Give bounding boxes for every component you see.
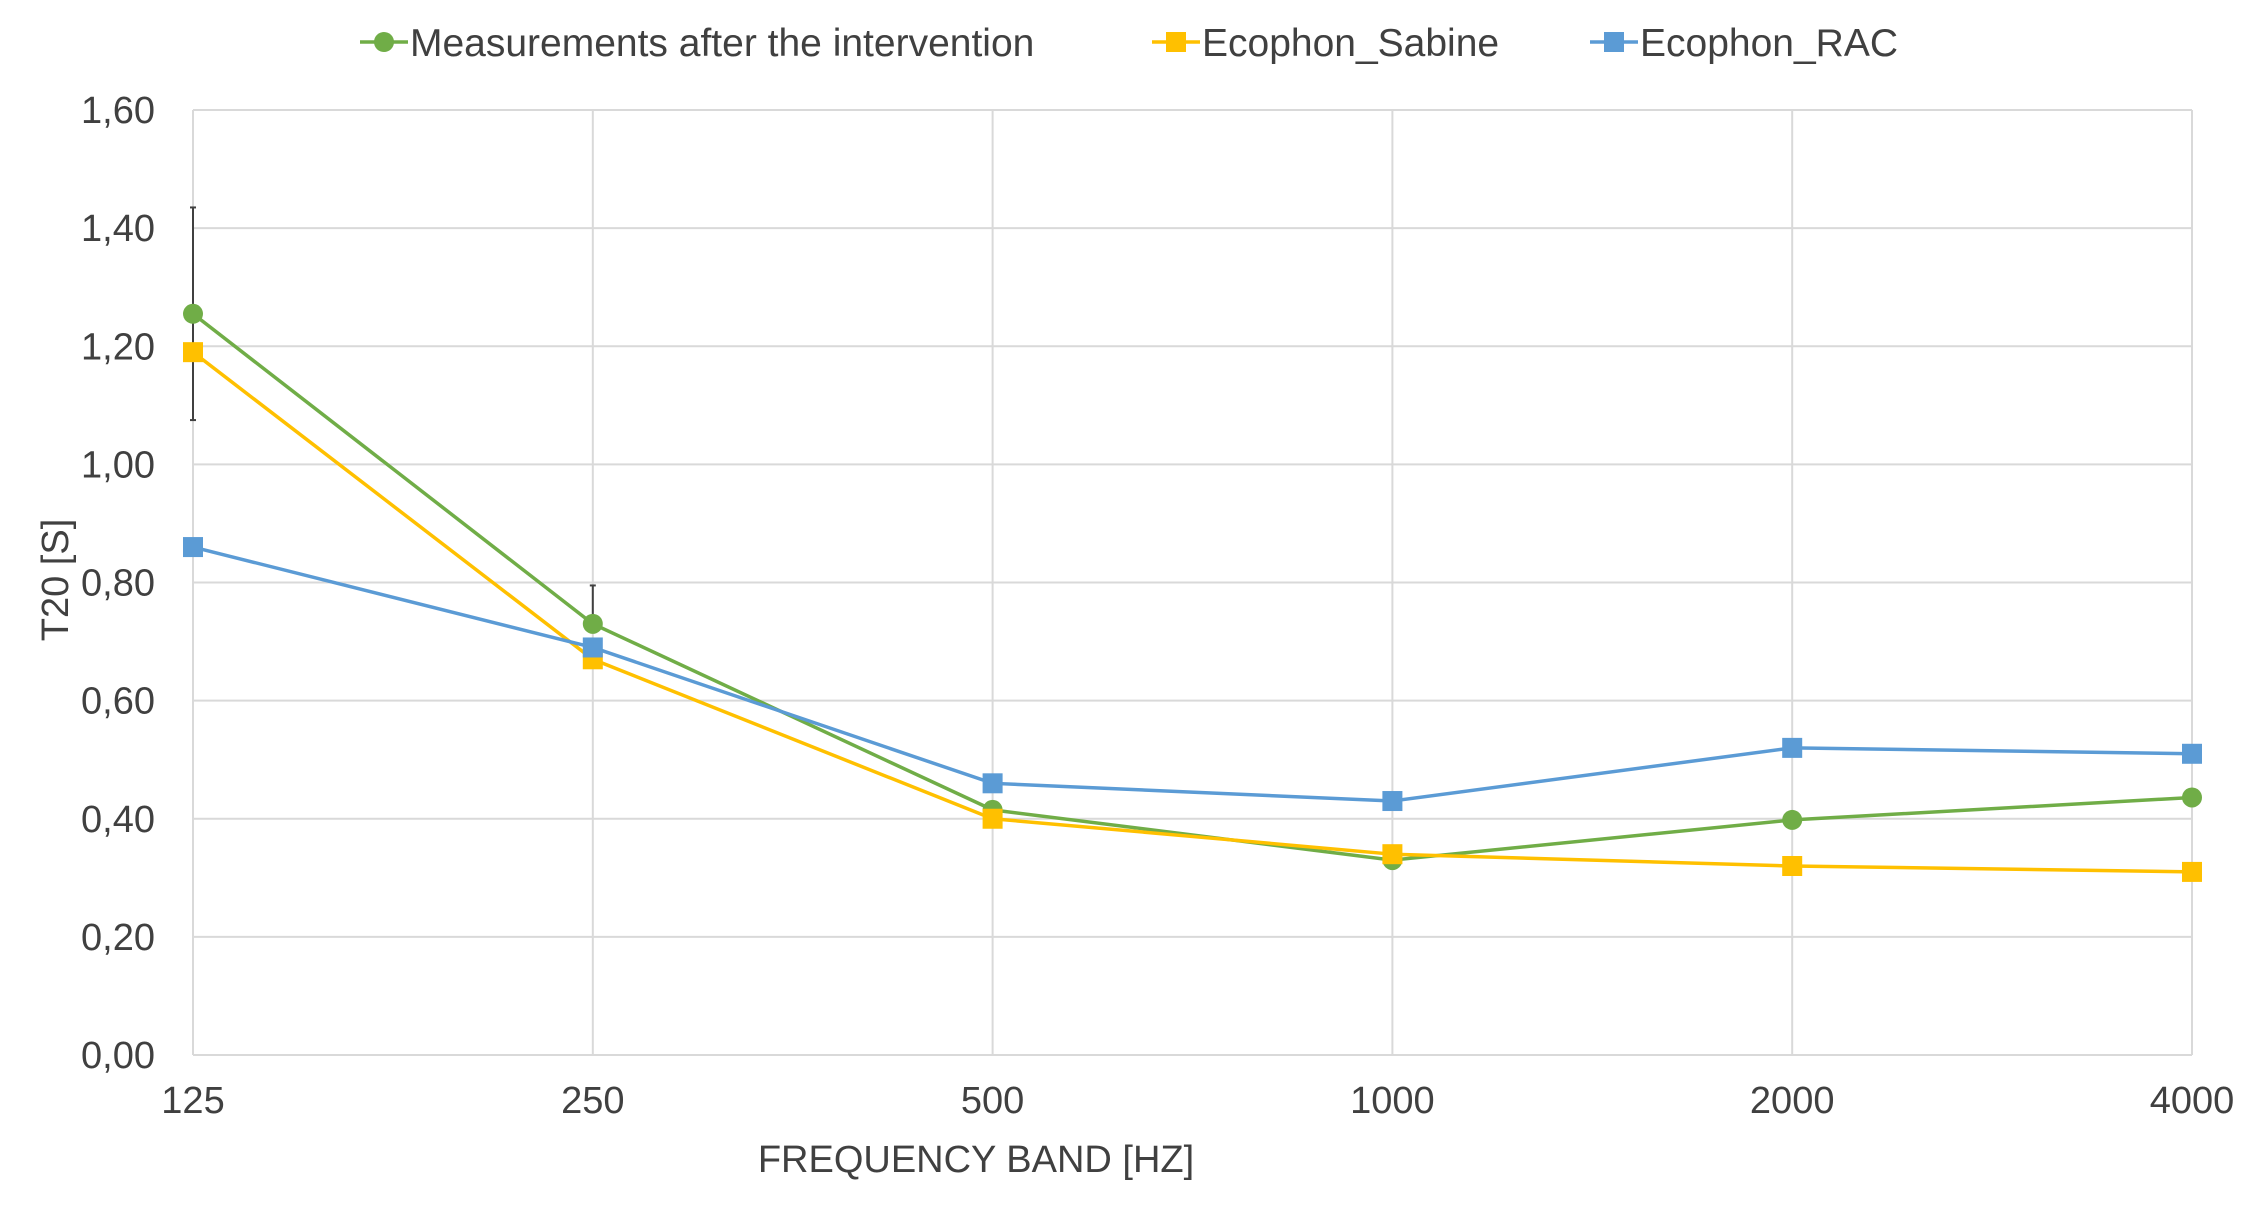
legend-swatch-marker [1166,32,1186,52]
legend-swatch-marker [1604,32,1624,52]
series-2 [183,537,2202,812]
x-tick-label: 125 [161,1080,224,1122]
data-point [982,773,1003,794]
data-point [982,808,1003,829]
data-point [582,637,603,658]
y-tick-label: 1,20 [81,326,155,368]
x-tick-label: 1000 [1350,1080,1435,1122]
data-point [183,303,203,324]
legend-swatch-marker [374,32,394,52]
y-tick-label: 0,60 [81,681,155,723]
y-tick-label: 0,00 [81,1035,155,1077]
data-point [1782,809,1803,830]
data-point [183,342,203,363]
y-tick-label: 1,00 [81,444,155,486]
data-point [1382,844,1403,865]
legend-label: Ecophon_Sabine [1202,22,1499,65]
x-tick-label: 4000 [2150,1080,2235,1122]
data-point [1782,856,1803,876]
series-line [192,545,2193,803]
legend-label: Ecophon_RAC [1640,22,1898,65]
x-tick-label: 250 [561,1080,624,1122]
x-axis-title: FREQUENCY BAND [HZ] [758,1139,1194,1181]
legend-item: Measurements after the intervention [360,22,1034,65]
y-tick-label: 1,60 [81,90,155,132]
y-tick-label: 0,80 [81,563,155,605]
grid-lines [192,109,2193,1056]
data-point [183,537,203,558]
series-group [183,206,2202,882]
y-tick-label: 1,40 [81,208,155,250]
legend: Measurements after the intervention Ecoph… [360,22,1898,65]
x-tick-label: 500 [961,1080,1024,1122]
series-0 [183,206,2202,871]
data-point [1782,737,1803,758]
legend-item: Ecophon_Sabine [1152,22,1499,65]
y-axis-title: T20 [S] [35,519,77,642]
series-1 [183,342,2202,882]
axes: 0,00 0,20 0,40 0,60 0,80 1,00 1,20 1,40 1,60 125 2… [81,90,2234,1122]
data-point [582,613,603,634]
data-point [2182,861,2202,882]
x-tick-label: 2000 [1750,1080,1835,1122]
series-line [191,312,2193,862]
y-tick-label: 0,40 [81,799,155,841]
series-line [191,350,2193,874]
legend-label: Measurements after the intervention [410,22,1034,65]
data-point [2182,787,2202,808]
data-point [2182,743,2202,764]
data-point [1382,791,1403,812]
legend-item: Ecophon_RAC [1590,22,1898,65]
y-tick-label: 0,20 [81,917,155,959]
